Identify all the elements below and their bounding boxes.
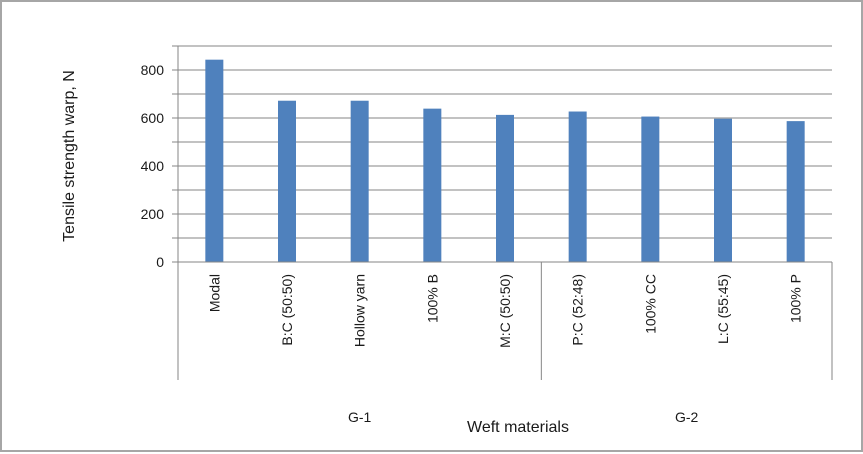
y-tick-label: 600 — [141, 110, 165, 126]
x-category-label: M:C (50:50) — [497, 274, 513, 348]
y-tick-label: 800 — [141, 62, 165, 78]
y-tick-labels: 0 200 400 600 800 — [141, 62, 165, 270]
group-label-1: G-1 — [348, 409, 372, 425]
bar-7 — [641, 116, 660, 262]
bar-9 — [786, 121, 805, 263]
bar-6 — [568, 111, 587, 263]
x-axis-title: Weft materials — [467, 419, 569, 436]
x-category-label: Modal — [206, 274, 222, 312]
y-tick-label: 200 — [141, 206, 165, 222]
y-tick-label: 0 — [156, 254, 164, 270]
x-category-label: L:C (55:45) — [715, 274, 731, 344]
bar-5 — [496, 114, 514, 262]
x-category-labels: Modal B:C (50:50) Hollow yarn 100% B M:C (50… — [206, 274, 803, 348]
bar-3 — [350, 100, 369, 262]
group-labels: G-1 G-2 — [348, 409, 699, 425]
bars — [205, 59, 805, 263]
bar-8 — [714, 118, 732, 262]
x-category-label: B:C (50:50) — [279, 274, 295, 346]
x-category-label: 100% B — [424, 274, 440, 323]
x-category-label: 100% CC — [642, 274, 658, 334]
group-label-2: G-2 — [675, 409, 699, 425]
y-axis-title: Tensile strength warp, N — [61, 70, 78, 242]
y-tick-label: 400 — [141, 158, 165, 174]
bar-4 — [423, 108, 442, 262]
x-category-label: Hollow yarn — [352, 274, 368, 347]
x-category-label: P:C (52:48) — [570, 274, 586, 346]
bar-2 — [278, 100, 296, 262]
bar-1 — [205, 59, 224, 263]
x-category-label: 100% P — [788, 274, 804, 323]
axes — [172, 45, 833, 380]
